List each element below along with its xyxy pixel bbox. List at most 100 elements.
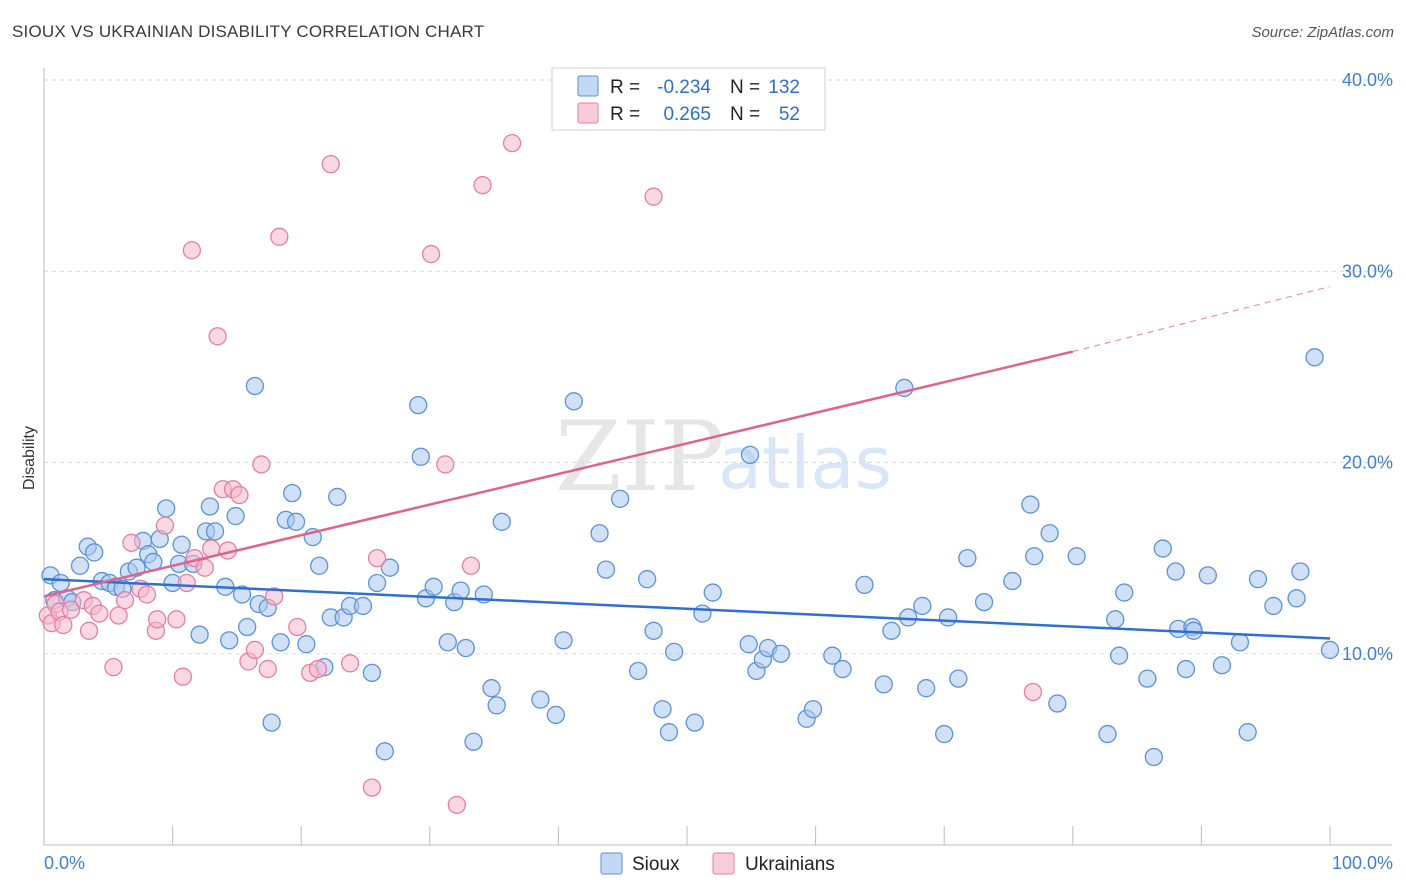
sioux-point — [899, 608, 918, 627]
sioux-point — [958, 548, 977, 568]
sioux-point — [380, 558, 400, 577]
sioux-point — [664, 642, 684, 661]
chart-title: SIOUX VS UKRAINIAN DISABILITY CORRELATIO… — [12, 22, 485, 41]
sioux-point — [172, 535, 191, 554]
sioux-point — [531, 690, 550, 709]
sioux-point — [464, 732, 483, 751]
sioux-point — [596, 560, 616, 579]
sioux-point — [628, 661, 648, 681]
ukrainian-point — [308, 659, 328, 679]
ukrainian-point — [340, 654, 360, 673]
y-tick-labels: 10.0% 20.0% 30.0% 40.0% — [1342, 70, 1393, 664]
sioux-point — [232, 585, 252, 604]
sioux-point — [205, 522, 225, 541]
sioux-point — [1115, 583, 1134, 602]
sioux-point — [874, 675, 893, 694]
ukrainian-point — [367, 548, 387, 568]
sioux-point — [685, 713, 704, 732]
sioux-point — [1109, 646, 1129, 665]
sioux-point — [771, 644, 791, 663]
ukrainian-point — [421, 244, 441, 264]
y-axis-label: Disability — [21, 426, 38, 490]
sioux-point — [693, 604, 712, 623]
sioux-point — [1198, 566, 1217, 585]
ukrainian-point — [461, 556, 481, 575]
ukrainian-point — [90, 604, 109, 623]
ukrainian-point — [115, 591, 135, 610]
sioux-point — [85, 543, 104, 562]
legend-swatch-ukrainians — [577, 102, 599, 124]
y-tick-label: 10.0% — [1342, 644, 1393, 664]
sioux-point — [1003, 571, 1022, 591]
ukrainian-point — [245, 640, 265, 660]
sioux-point — [310, 556, 329, 575]
sioux-point — [1098, 724, 1117, 744]
y-tick-label: 20.0% — [1342, 453, 1393, 473]
ukrainian-point — [167, 610, 186, 629]
ukrainian-point — [122, 533, 141, 552]
sioux-point — [157, 499, 176, 518]
sioux-point — [226, 506, 245, 526]
sioux-point — [917, 679, 936, 698]
sioux-point — [1238, 723, 1257, 742]
sioux-point — [362, 663, 382, 683]
sioux-point — [367, 573, 387, 593]
legend-n-value-ukrainians: 52 — [779, 104, 800, 125]
sioux-point — [409, 395, 428, 415]
sioux-trend-line — [43, 577, 1331, 640]
ukrainian-point — [230, 485, 249, 505]
legend-r-value-sioux: -0.234 — [657, 77, 711, 98]
ukrainian-point — [288, 617, 307, 637]
bottom-legend-swatch-ukrainians — [712, 852, 735, 875]
sioux-point — [70, 556, 90, 575]
sioux-point — [1176, 659, 1196, 679]
ukrainian-point — [265, 587, 284, 606]
series-legend: Sioux Ukrainians — [600, 852, 835, 875]
ukrainian-point — [321, 154, 340, 174]
sioux-point — [411, 447, 430, 466]
sioux-point — [1291, 562, 1310, 581]
ukrainian-point — [436, 455, 455, 474]
sioux-point — [1153, 539, 1172, 558]
ukrainian-trend-line — [43, 350, 1074, 598]
sioux-point — [938, 608, 958, 627]
legend-r-label-sioux: R = — [610, 77, 640, 98]
ukrainian-point — [258, 659, 277, 679]
sioux-point — [271, 633, 290, 652]
sioux-point — [1166, 562, 1185, 581]
y-tick-label: 40.0% — [1342, 70, 1393, 90]
x-axis-ticks — [172, 826, 1331, 845]
sioux-point — [1138, 669, 1157, 688]
sioux-point — [297, 635, 316, 654]
ukrainian-points — [38, 133, 1043, 814]
sioux-point — [238, 617, 257, 637]
sioux-point — [283, 483, 302, 503]
sioux-point — [1106, 610, 1125, 629]
ukrainian-point — [208, 327, 227, 346]
legend-n-label-ukrainians: N = — [730, 104, 760, 125]
sioux-point — [855, 575, 874, 595]
sioux-point — [353, 596, 373, 616]
sioux-point — [1248, 570, 1268, 589]
bottom-legend-swatch-sioux — [600, 852, 623, 875]
ukrainian-point — [61, 600, 81, 619]
sioux-point — [286, 512, 306, 531]
sioux-point — [913, 596, 932, 616]
sioux-points — [41, 348, 1340, 767]
sioux-point — [803, 700, 823, 719]
sioux-point — [653, 700, 672, 719]
legend-r-label-ukrainians: R = — [610, 104, 640, 125]
source-credit: Source: ZipAtlas.com — [1251, 24, 1394, 41]
bottom-legend-label-ukrainians: Ukrainians — [745, 854, 835, 875]
sioux-point — [1067, 547, 1086, 566]
sioux-point — [375, 742, 394, 761]
sioux-point — [637, 570, 657, 589]
sioux-point — [1320, 640, 1340, 660]
trend-lines — [43, 285, 1331, 640]
sioux-point — [564, 392, 583, 411]
sioux-point — [739, 635, 758, 654]
sioux-point — [190, 625, 209, 644]
ukrainian-point — [473, 176, 492, 195]
ukrainian-point — [362, 778, 382, 797]
